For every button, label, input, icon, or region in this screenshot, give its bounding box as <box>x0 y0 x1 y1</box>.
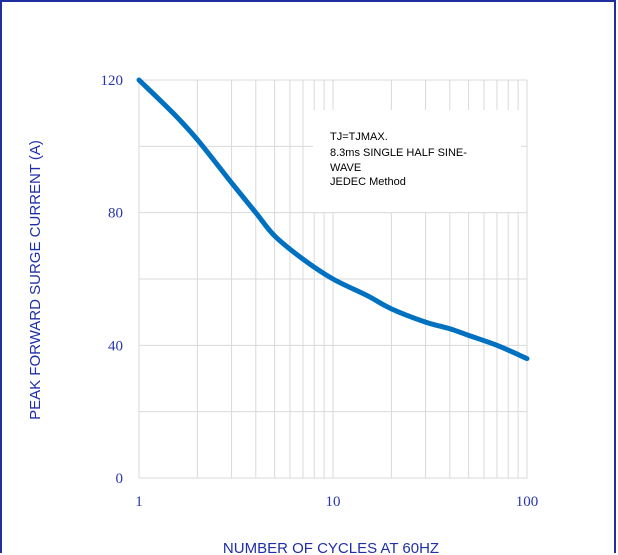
annotation-line-2: 8.3ms SINGLE HALF SINE- <box>330 147 467 159</box>
surge-current-line <box>136 77 530 362</box>
x-tick-label: 100 <box>516 494 539 510</box>
y-tick-label: 120 <box>101 73 124 89</box>
annotation-background <box>313 110 521 212</box>
annotation-line-1: TJ=TJMAX. <box>330 131 388 143</box>
annotation-line-3: WAVE <box>330 162 361 174</box>
annotation-line-4: JEDEC Method <box>330 176 406 188</box>
series-group <box>136 77 530 362</box>
y-tick-label: 80 <box>108 206 123 222</box>
x-tick-label: 10 <box>326 494 341 510</box>
x-tick-label: 1 <box>135 494 143 510</box>
y-tick-label: 40 <box>108 338 123 354</box>
x-axis-title: NUMBER OF CYCLES AT 60HZ <box>223 540 439 555</box>
tick-labels: 1 10 100 0 40 80 120 <box>101 73 539 510</box>
y-tick-label: 0 <box>116 471 124 487</box>
y-axis-title: PEAK FORWARD SURGE CURRENT (A) <box>27 140 44 420</box>
